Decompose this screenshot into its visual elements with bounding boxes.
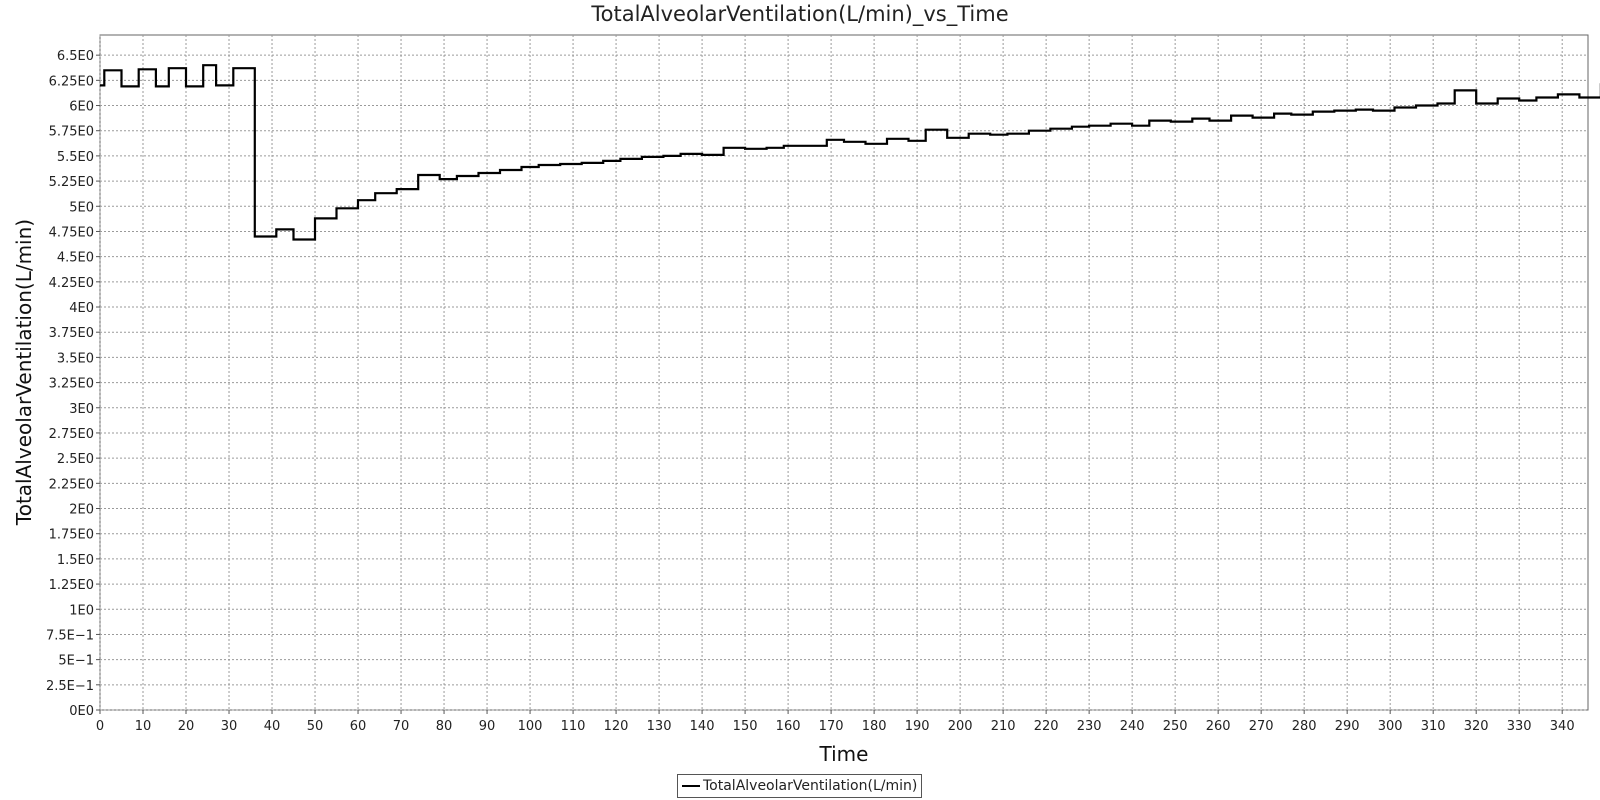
x-tick-label: 250 [1163, 719, 1188, 734]
x-tick-label: 200 [948, 719, 973, 734]
x-tick-label: 340 [1550, 719, 1575, 734]
x-tick-label: 290 [1335, 719, 1360, 734]
y-tick-label: 2.25E0 [49, 477, 94, 492]
x-tick-label: 240 [1120, 719, 1145, 734]
x-tick-label: 160 [776, 719, 801, 734]
y-tick-label: 0E0 [69, 704, 94, 719]
y-tick-label: 1E0 [69, 603, 94, 618]
y-tick-label: 4.25E0 [49, 276, 94, 291]
y-tick-label: 4.75E0 [49, 225, 94, 240]
x-axis-title: Time [819, 742, 869, 766]
legend-swatch [682, 785, 700, 787]
y-tick-label: 4E0 [69, 301, 94, 316]
x-tick-label: 180 [862, 719, 887, 734]
y-tick-label: 5.25E0 [49, 175, 94, 190]
y-tick-label: 1.75E0 [49, 528, 94, 543]
y-tick-label: 3.5E0 [57, 351, 94, 366]
x-tick-label: 20 [178, 719, 195, 734]
y-tick-label: 2.5E−1 [46, 679, 94, 694]
x-tick-label: 30 [221, 719, 238, 734]
x-tick-label: 300 [1378, 719, 1403, 734]
x-tick-label: 80 [436, 719, 453, 734]
y-tick-label: 4.5E0 [57, 251, 94, 266]
x-tick-label: 170 [819, 719, 844, 734]
legend-label: TotalAlveolarVentilation(L/min) [703, 778, 918, 794]
plot-area [99, 34, 1589, 711]
x-tick-label: 280 [1292, 719, 1317, 734]
x-tick-label: 130 [647, 719, 672, 734]
y-tick-label: 2E0 [69, 503, 94, 518]
y-tick-label: 1.25E0 [49, 578, 94, 593]
y-tick-label: 2.5E0 [57, 452, 94, 467]
x-tick-label: 210 [991, 719, 1016, 734]
y-tick-label: 6.5E0 [57, 49, 94, 64]
series-line [100, 64, 1600, 241]
x-tick-label: 310 [1421, 719, 1446, 734]
x-tick-label: 190 [905, 719, 930, 734]
y-tick-label: 6E0 [69, 100, 94, 115]
x-tick-label: 40 [264, 719, 281, 734]
x-tick-label: 50 [307, 719, 324, 734]
grid-lines [99, 35, 1588, 711]
x-tick-label: 120 [604, 719, 629, 734]
y-tick-label: 5E0 [69, 200, 94, 215]
x-axis-ticks: 0 10 20 30 40 50 60 70 80 90 100 110 120 130 140 150 160… [96, 710, 1575, 734]
x-tick-label: 140 [690, 719, 715, 734]
x-tick-label: 10 [135, 719, 152, 734]
x-tick-label: 60 [350, 719, 367, 734]
x-tick-label: 270 [1249, 719, 1274, 734]
x-tick-label: 330 [1507, 719, 1532, 734]
legend: TotalAlveolarVentilation(L/min) [677, 774, 923, 798]
y-tick-label: 5E−1 [58, 654, 94, 669]
y-tick-label: 1.5E0 [57, 553, 94, 568]
x-tick-label: 150 [733, 719, 758, 734]
x-tick-label: 0 [96, 719, 104, 734]
y-tick-label: 5.75E0 [49, 125, 94, 140]
y-tick-label: 7.5E−1 [46, 628, 94, 643]
y-axis-title: TotalAlveolarVentilation(L/min) [12, 219, 36, 526]
x-tick-label: 110 [561, 719, 586, 734]
x-tick-label: 70 [393, 719, 410, 734]
chart-title: TotalAlveolarVentilation(L/min)_vs_Time [591, 2, 1009, 26]
y-tick-label: 3.75E0 [49, 326, 94, 341]
y-axis-ticks: 0E0 2.5E−1 5E−1 7.5E−1 1E0 1.25E0 1.5E0 1.75E0 2… [46, 49, 100, 719]
y-tick-label: 2.75E0 [49, 427, 94, 442]
x-tick-label: 100 [518, 719, 543, 734]
y-tick-label: 5.5E0 [57, 150, 94, 165]
y-tick-label: 3E0 [69, 402, 94, 417]
x-tick-label: 320 [1464, 719, 1489, 734]
x-tick-label: 220 [1034, 719, 1059, 734]
x-tick-label: 230 [1077, 719, 1102, 734]
y-tick-label: 3.25E0 [49, 377, 94, 392]
x-tick-label: 90 [479, 719, 496, 734]
x-tick-label: 260 [1206, 719, 1231, 734]
y-tick-label: 6.25E0 [49, 74, 94, 89]
